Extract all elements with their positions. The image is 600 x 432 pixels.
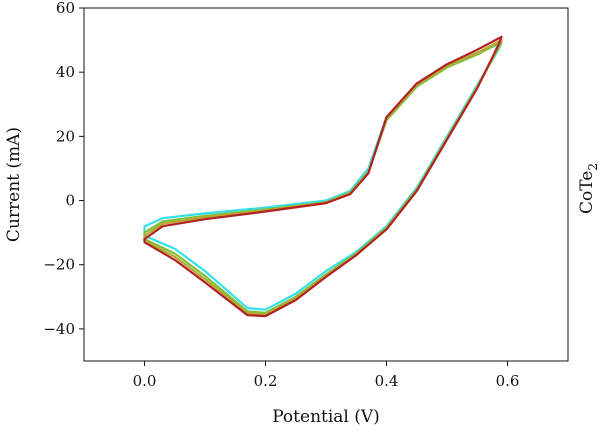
cv-curve-4 <box>143 35 503 318</box>
y-tick-label: −20 <box>43 256 75 274</box>
x-tick-label: 0.4 <box>375 372 399 390</box>
x-tick-label: 0.6 <box>496 372 520 390</box>
x-axis-label: Potential (V) <box>272 407 380 427</box>
side-sample-label-sub: 2 <box>586 163 600 171</box>
y-tick-label: 60 <box>56 0 75 17</box>
y-tick-label: 0 <box>65 192 75 210</box>
plot-lines <box>143 35 503 318</box>
plot-frame <box>83 7 569 362</box>
y-axis-ticks: −40 −20 0 20 40 60 <box>43 0 84 338</box>
y-axis-label: Current (mA) <box>4 127 24 242</box>
x-tick-label: 0.0 <box>133 372 157 390</box>
side-sample-label-main: CoTe <box>577 171 597 214</box>
x-axis-ticks: 0.0 0.2 0.4 0.6 <box>133 361 520 390</box>
side-sample-label: CoTe2 <box>577 163 600 214</box>
y-tick-label: −40 <box>43 320 75 338</box>
x-tick-label: 0.2 <box>254 372 278 390</box>
y-tick-label: 40 <box>56 63 75 81</box>
y-tick-label: 20 <box>56 127 75 145</box>
